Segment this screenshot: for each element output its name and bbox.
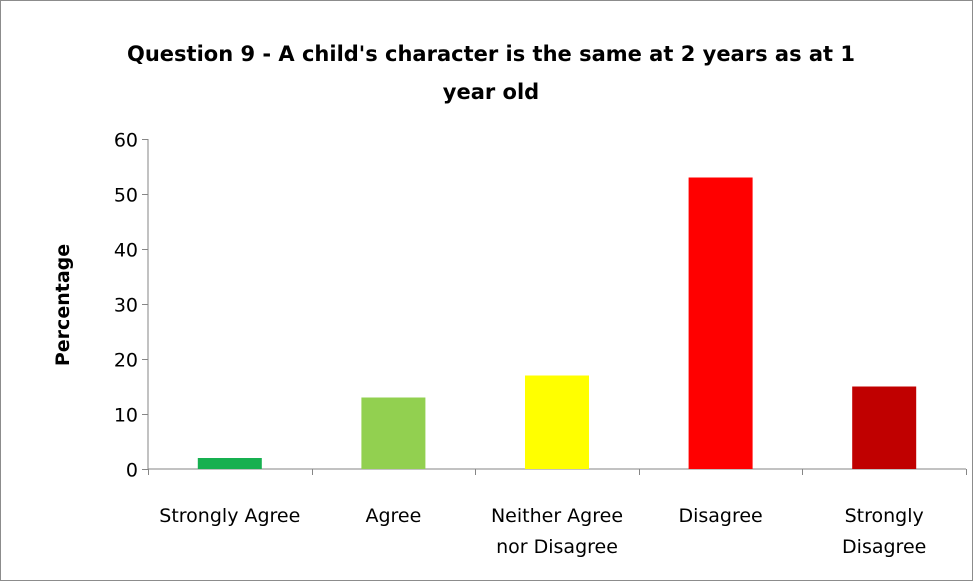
chart-title-line-1: Question 9 - A child's character is the … <box>127 42 855 66</box>
y-tick-label: 0 <box>126 460 138 482</box>
y-tick-label: 10 <box>114 405 138 427</box>
bar <box>197 458 262 469</box>
bar <box>361 397 426 469</box>
y-axis-label: Percentage <box>52 244 74 366</box>
x-category-label-line: Agree <box>365 505 421 527</box>
x-category-label: Neither Agree nor Disagree <box>491 505 623 558</box>
x-category-label: Strongly Agree <box>159 505 300 527</box>
bar <box>525 375 589 469</box>
x-category-label-line: nor Disagree <box>496 536 618 558</box>
y-tick-label: 30 <box>114 295 138 317</box>
x-category-label-line: Strongly <box>845 505 924 527</box>
y-tick-label: 20 <box>114 350 138 372</box>
plot-area: 0 10 20 30 40 50 60 Strongly Agree Agree Neither … <box>114 130 967 558</box>
x-category-label: Strongly Disagree <box>842 505 926 558</box>
x-category-label-line: Strongly Agree <box>159 505 300 527</box>
x-category-label-line: Neither Agree <box>491 505 623 527</box>
bar <box>852 386 917 469</box>
x-category-label-line: Disagree <box>842 536 926 558</box>
y-tick-label: 60 <box>114 130 138 152</box>
chart-title-line-2: year old <box>443 80 539 104</box>
bar <box>688 177 753 469</box>
x-category-label-line: Disagree <box>678 505 762 527</box>
y-tick-label: 40 <box>114 240 138 262</box>
x-category-label: Agree <box>365 505 421 527</box>
y-tick-label: 50 <box>114 185 138 207</box>
x-category-label: Disagree <box>678 505 762 527</box>
